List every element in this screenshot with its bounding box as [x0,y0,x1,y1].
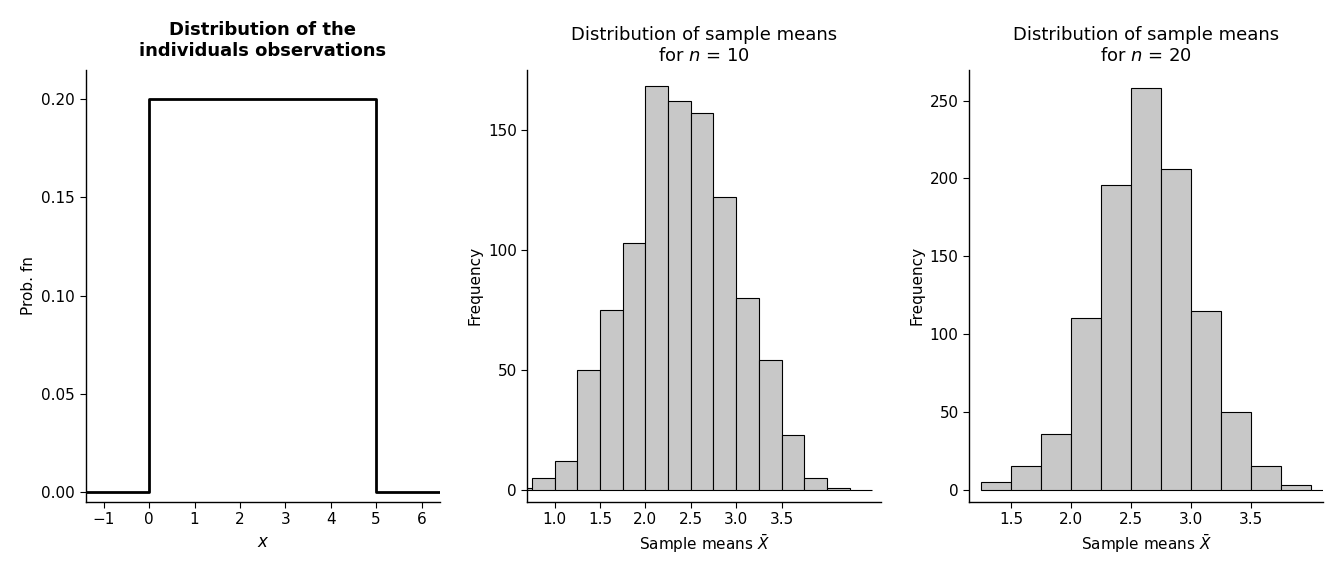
Bar [1191,310,1222,490]
Bar [1251,467,1281,490]
Bar [1161,169,1191,490]
X-axis label: Sample means $\bar{X}$: Sample means $\bar{X}$ [1081,533,1211,555]
Y-axis label: Frequency: Frequency [468,246,482,325]
Title: Distribution of sample means
for $n$ = 10: Distribution of sample means for $n$ = 1… [571,26,837,65]
Bar [622,242,645,490]
Bar [1042,434,1071,490]
Bar [555,461,577,490]
Bar [804,478,827,490]
X-axis label: Sample means $\bar{X}$: Sample means $\bar{X}$ [638,533,770,555]
Bar [737,298,759,490]
Bar [827,488,849,490]
Bar [981,482,1011,490]
Bar [532,478,555,490]
Title: Distribution of the
individuals observations: Distribution of the individuals observat… [138,21,386,60]
Bar [509,488,532,490]
Bar [691,113,714,490]
Bar [1132,88,1161,490]
Y-axis label: Prob. fn: Prob. fn [22,256,36,315]
Bar [1101,185,1132,490]
Bar [577,370,599,490]
Y-axis label: Frequency: Frequency [909,246,925,325]
X-axis label: x: x [258,533,267,551]
Bar [1222,412,1251,490]
Bar [782,435,804,490]
Bar [759,360,782,490]
Bar [668,101,691,490]
Bar [714,197,737,490]
Bar [645,86,668,490]
Bar [1281,485,1312,490]
Title: Distribution of sample means
for $n$ = 20: Distribution of sample means for $n$ = 2… [1013,26,1279,65]
Bar [1011,467,1042,490]
Bar [599,310,622,490]
Bar [1071,319,1101,490]
